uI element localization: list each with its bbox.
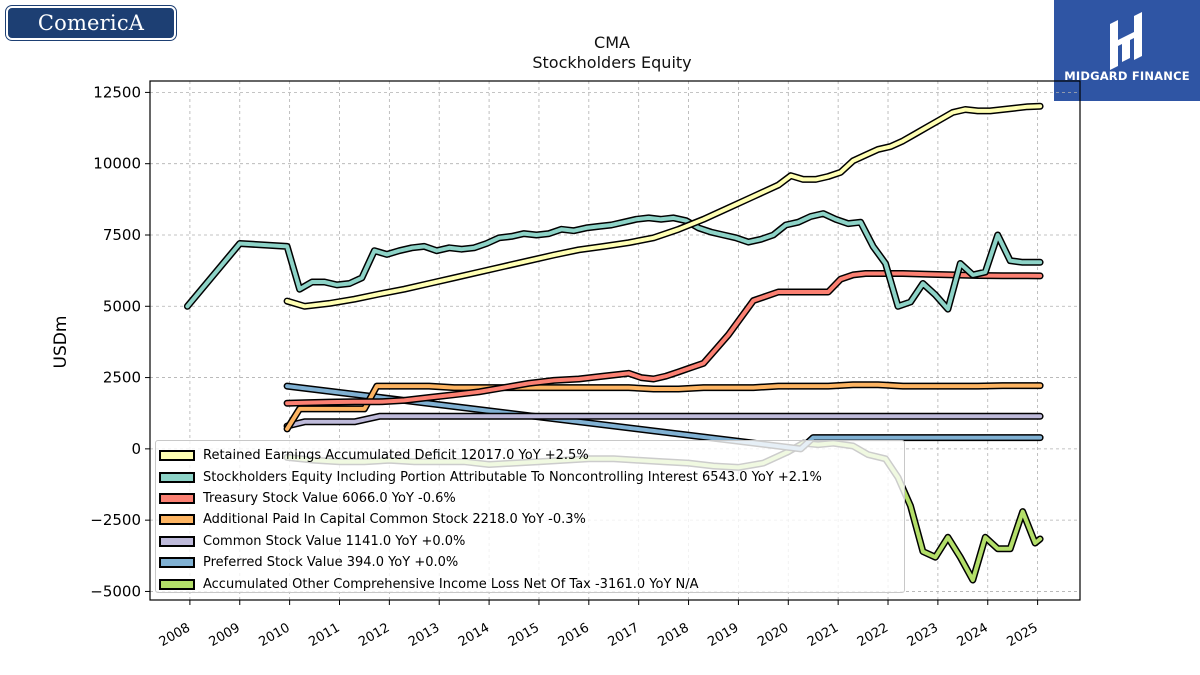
- legend-item: Treasury Stock Value 6066.0 YoY -0.6%: [156, 488, 904, 509]
- legend-label: Additional Paid In Capital Common Stock …: [203, 512, 586, 528]
- y-tick-label: 10000: [93, 155, 141, 173]
- x-tick-label: 2014: [456, 620, 492, 650]
- x-tick-label: 2020: [755, 620, 791, 650]
- legend-item: Preferred Stock Value 394.0 YoY +0.0%: [156, 552, 904, 573]
- plot-frame: [149, 80, 1081, 601]
- legend-item: Additional Paid In Capital Common Stock …: [156, 509, 904, 530]
- chart-legend: Retained Earnings Accumulated Deficit 12…: [155, 440, 905, 593]
- legend-label: Preferred Stock Value 394.0 YoY +0.0%: [203, 555, 459, 571]
- legend-label: Retained Earnings Accumulated Deficit 12…: [203, 448, 589, 464]
- midgard-finance-logo: MIDGARD FINANCE: [1054, 0, 1200, 101]
- midgard-logo-text: MIDGARD FINANCE: [1064, 69, 1190, 83]
- legend-label: Accumulated Other Comprehensive Income L…: [203, 576, 699, 592]
- series-line: [285, 104, 1043, 309]
- y-tick-label: 7500: [103, 226, 141, 244]
- chart-subtitle: Stockholders Equity: [532, 53, 692, 72]
- series-line: [185, 211, 1043, 312]
- legend-label: Common Stock Value 1141.0 YoY +0.0%: [203, 533, 466, 549]
- x-tick-label: 2023: [905, 620, 941, 650]
- y-tick-label: 5000: [103, 297, 141, 315]
- midgard-logo-icon: [1110, 12, 1142, 70]
- y-tick-label: 2500: [103, 369, 141, 387]
- x-tick-label: 2015: [506, 620, 542, 650]
- y-axis-label: USDm: [51, 316, 71, 369]
- legend-item: Common Stock Value 1141.0 YoY +0.0%: [156, 531, 904, 552]
- legend-swatch: [159, 492, 195, 504]
- x-tick-label: 2016: [556, 620, 592, 650]
- legend-swatch: [159, 578, 195, 590]
- legend-swatch: [159, 535, 195, 547]
- y-tick-label: −2500: [90, 511, 141, 529]
- comerica-logo: ComericA: [6, 6, 176, 40]
- x-tick-label: 2019: [705, 620, 741, 650]
- x-tick-label: 2010: [257, 620, 293, 650]
- series-5: [283, 412, 1044, 430]
- series-4: [283, 381, 1044, 433]
- y-tick-label: 0: [131, 440, 141, 458]
- series-line: [285, 382, 1043, 431]
- legend-item: Accumulated Other Comprehensive Income L…: [156, 573, 904, 594]
- legend-swatch: [159, 450, 195, 462]
- legend-item: Retained Earnings Accumulated Deficit 12…: [156, 445, 904, 466]
- x-tick-label: 2022: [855, 620, 891, 650]
- legend-swatch: [159, 514, 195, 526]
- chart-title: CMA: [594, 33, 630, 52]
- x-tick-label: 2011: [306, 620, 342, 650]
- legend-swatch: [159, 557, 195, 569]
- x-tick-label: 2008: [157, 620, 193, 650]
- x-tick-label: 2013: [406, 620, 442, 650]
- x-tick-label: 2024: [955, 620, 991, 650]
- x-tick-label: 2009: [207, 620, 243, 650]
- series-line: [285, 414, 1043, 428]
- x-tick-label: 2017: [606, 620, 642, 650]
- legend-label: Stockholders Equity Including Portion At…: [203, 469, 822, 485]
- comerica-logo-text: ComericA: [37, 11, 145, 35]
- y-tick-label: 12500: [93, 83, 141, 101]
- series-2: [183, 210, 1044, 313]
- x-tick-label: 2025: [1005, 620, 1041, 650]
- series-line-outline: [283, 381, 1044, 433]
- series-line-outline: [183, 210, 1044, 313]
- legend-label: Treasury Stock Value 6066.0 YoY -0.6%: [203, 490, 456, 506]
- x-tick-label: 2018: [655, 620, 691, 650]
- legend-swatch: [159, 471, 195, 483]
- legend-item: Stockholders Equity Including Portion At…: [156, 466, 904, 487]
- x-tick-label: 2012: [356, 620, 392, 650]
- series-1: [283, 102, 1044, 310]
- x-tick-label: 2021: [805, 620, 841, 650]
- y-tick-label: −5000: [90, 582, 141, 600]
